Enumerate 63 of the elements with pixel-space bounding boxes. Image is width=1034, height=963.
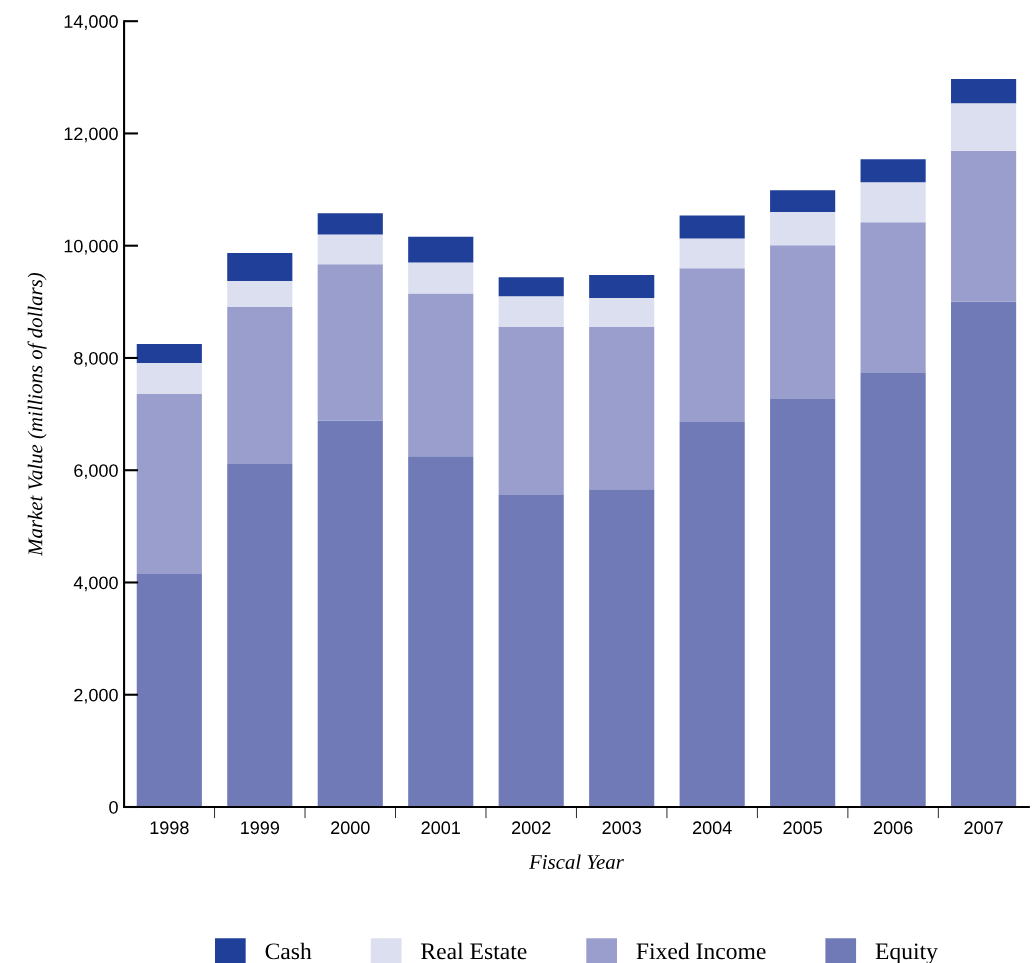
bar [589,327,655,490]
y-axis-title: Market Value (millions of dollars) [27,272,47,557]
legend-label: Real Estate [421,942,527,960]
bar [227,464,293,807]
y-tick-label: 14,000 [64,15,118,31]
legend-label: Fixed Income [636,942,766,960]
bar [408,293,474,457]
x-tick-label: 1999 [241,821,280,835]
y-tick-label: 2,000 [74,688,118,704]
bar [136,343,202,364]
y-tick-label: 6,000 [74,464,118,480]
bar [860,159,926,183]
bar [408,262,474,294]
bar [317,420,383,807]
y-tick-label: 0 [109,800,118,814]
bar [227,253,293,282]
bar [498,296,564,328]
bar [951,150,1017,302]
bar [951,103,1017,151]
legend-label: Cash [265,942,312,960]
bar [498,327,564,495]
y-tick-label: 4,000 [73,576,118,592]
bar [770,245,836,399]
x-tick-label: 2000 [331,821,370,835]
bar [498,494,564,807]
bar [679,421,745,807]
bar [951,79,1017,104]
bar [770,398,836,807]
bar [317,264,383,421]
bar [860,222,926,374]
bar [679,238,745,269]
y-tick-label: 8,000 [74,351,118,367]
x-tick-label: 2002 [512,821,551,835]
bar [408,236,474,263]
x-tick-label: 2003 [602,821,641,835]
bar [227,306,293,465]
bar [951,301,1017,807]
bar [679,268,745,422]
bar [136,574,202,807]
x-tick-label: 2005 [783,821,822,835]
y-tick-label: 10,000 [64,239,118,255]
x-tick-label: 2004 [692,821,732,835]
bar [589,274,655,298]
bar [679,215,745,239]
bar [317,234,383,265]
bar [227,281,293,307]
y-tick-label: 12,000 [64,127,118,143]
bar [408,456,474,807]
bar [317,213,383,235]
x-axis-title: Fiscal Year [528,854,624,870]
bar [770,190,836,213]
bar [498,277,564,297]
bar [860,182,926,223]
x-tick-label: 2007 [964,821,1003,835]
bar [860,373,926,807]
bar [770,212,836,246]
bar [589,297,655,328]
x-tick-label: 2006 [873,821,913,835]
bar [136,393,202,575]
x-tick-label: 2001 [421,821,460,835]
bar [136,363,202,394]
bar [589,489,655,807]
x-tick-label: 1998 [150,821,189,835]
